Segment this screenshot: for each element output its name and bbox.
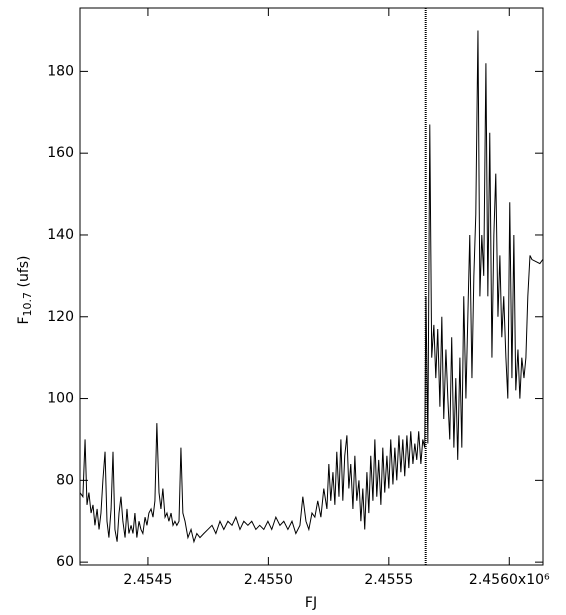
data-line (79, 30, 544, 544)
y-axis-label: F10.7 (ufs) (16, 255, 34, 324)
x-tick-label: 2.4545 (123, 572, 172, 588)
y-tick-label: 60 (56, 554, 74, 570)
x-axis-label: FJ (305, 595, 317, 611)
y-tick-label: 120 (47, 309, 74, 325)
y-tick-label: 80 (56, 472, 74, 488)
y-label-subscript: 10.7 (21, 292, 34, 317)
x-tick-label: 2.4550 (244, 572, 293, 588)
x-tick-label: 2.4560x10⁶ (469, 572, 550, 588)
x-tick-label: 2.4555 (364, 572, 413, 588)
y-tick-label: 160 (47, 145, 74, 161)
y-tick-label: 140 (47, 227, 74, 243)
y-label-main: F (16, 316, 32, 324)
plot-frame (79, 7, 544, 566)
y-label-unit: (ufs) (16, 255, 32, 291)
y-tick-label: 100 (47, 391, 74, 407)
y-tick-label: 180 (47, 63, 74, 79)
